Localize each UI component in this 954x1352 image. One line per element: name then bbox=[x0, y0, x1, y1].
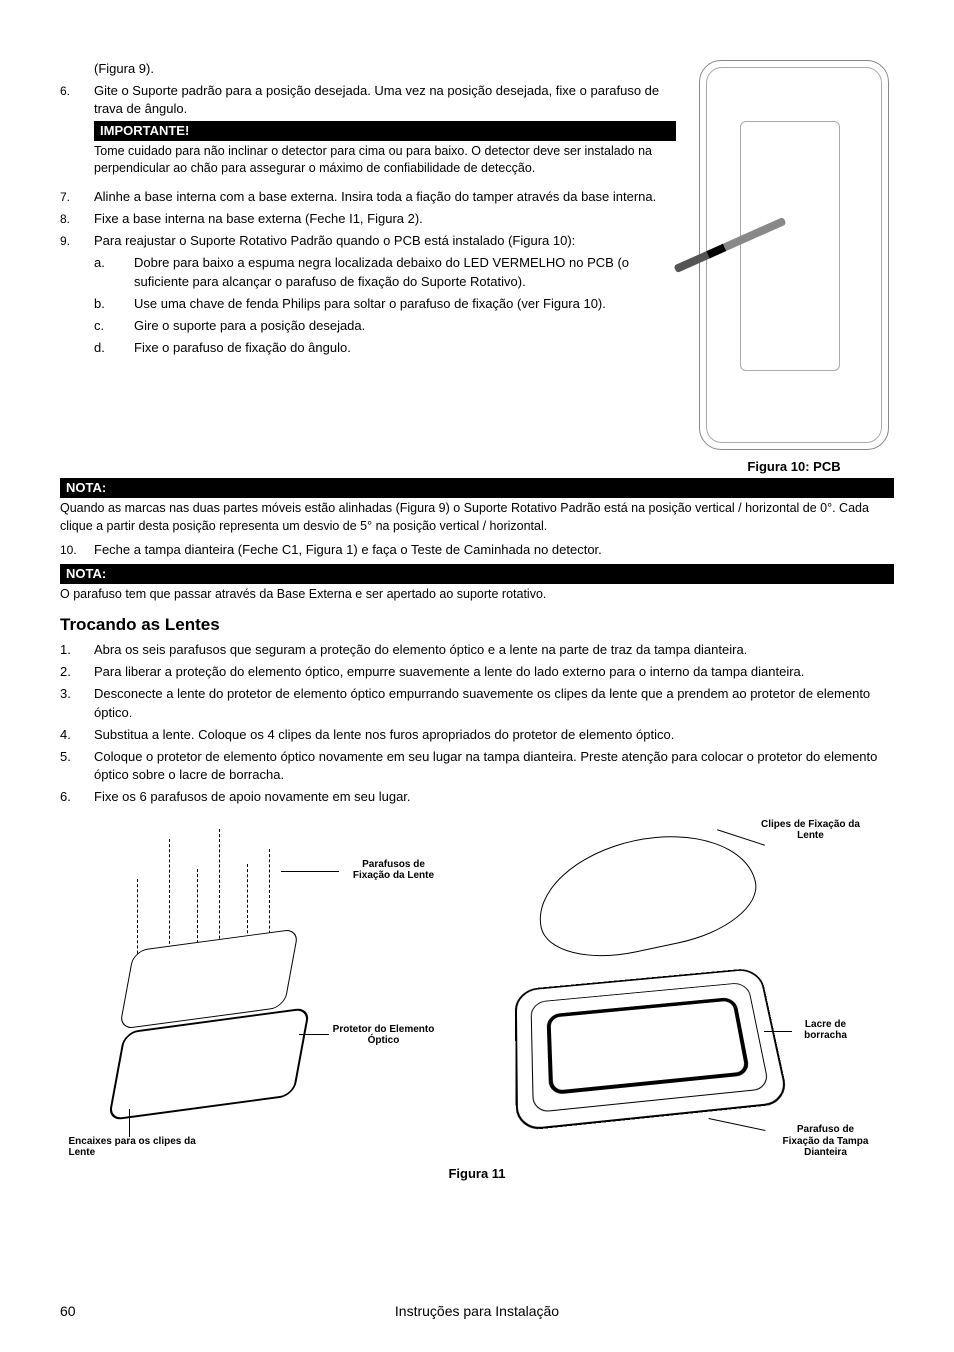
sub-text: Fixe o parafuso de fixação do ângulo. bbox=[134, 339, 676, 357]
step-text: Feche a tampa dianteira (Feche C1, Figur… bbox=[94, 541, 894, 559]
figure-10-diagram bbox=[699, 60, 889, 450]
step-num: 2. bbox=[60, 663, 94, 681]
step-10-list: 10.Feche a tampa dianteira (Feche C1, Fi… bbox=[60, 541, 894, 559]
sub-step-list: a.Dobre para baixo a espuma negra locali… bbox=[94, 254, 676, 357]
step-num: 7. bbox=[60, 188, 94, 206]
label-clipes: Clipes de Fixação daLente bbox=[746, 819, 876, 842]
lens-shape bbox=[526, 817, 764, 970]
sub-num: a. bbox=[94, 254, 134, 290]
cover-shape bbox=[514, 967, 789, 1131]
step-num: 3. bbox=[60, 685, 94, 721]
step-num: 10. bbox=[60, 541, 94, 559]
footer-title: Instruções para Instalação bbox=[60, 1302, 894, 1322]
step-text: Alinhe a base interna com a base externa… bbox=[94, 188, 676, 206]
importante-bar: IMPORTANTE! bbox=[94, 121, 676, 141]
figure-11-area: Parafusos deFixação da Lente Protetor do… bbox=[60, 819, 894, 1159]
label-lacre: Lacre deborracha bbox=[786, 1019, 866, 1042]
step-text: Coloque o protetor de elemento óptico no… bbox=[94, 748, 894, 784]
nota-bar-2: NOTA: bbox=[60, 564, 894, 584]
step-text: Para liberar a proteção do elemento ópti… bbox=[94, 663, 894, 681]
sub-text: Dobre para baixo a espuma negra localiza… bbox=[134, 254, 676, 290]
step-num: 4. bbox=[60, 726, 94, 744]
step-text: Para reajustar o Suporte Rotativo Padrão… bbox=[94, 233, 575, 248]
figure-10-caption: Figura 10: PCB bbox=[694, 458, 894, 476]
figure-11-left: Parafusos deFixação da Lente Protetor do… bbox=[69, 819, 449, 1159]
label-parafusos: Parafusos deFixação da Lente bbox=[339, 859, 449, 882]
step-text: Desconecte a lente do protetor de elemen… bbox=[94, 685, 894, 721]
lens-steps-list: 1.Abra os seis parafusos que seguram a p… bbox=[60, 641, 894, 807]
section-heading-lentes: Trocando as Lentes bbox=[60, 613, 894, 637]
step-num: 6. bbox=[60, 82, 94, 184]
step-text: Fixe os 6 parafusos de apoio novamente e… bbox=[94, 788, 894, 806]
step-num: 1. bbox=[60, 641, 94, 659]
step-num: 8. bbox=[60, 210, 94, 228]
figure-11-caption: Figura 11 bbox=[60, 1165, 894, 1183]
sub-num: b. bbox=[94, 295, 134, 313]
step-figura9: (Figura 9). bbox=[94, 60, 676, 78]
nota-text-2: O parafuso tem que passar através da Bas… bbox=[60, 586, 894, 604]
step-text: Gite o Suporte padrão para a posição des… bbox=[94, 83, 659, 116]
page-footer: 60 Instruções para Instalação bbox=[60, 1302, 894, 1322]
label-parafuso-tampa: Parafuso deFixação da TampaDianteira bbox=[766, 1124, 886, 1159]
step-text: Substitua a lente. Coloque os 4 clipes d… bbox=[94, 726, 894, 744]
nota-bar-1: NOTA: bbox=[60, 478, 894, 498]
instruction-list-top: (Figura 9). 6. Gite o Suporte padrão par… bbox=[60, 60, 676, 361]
sub-text: Use uma chave de fenda Philips para solt… bbox=[134, 295, 676, 313]
sub-num: c. bbox=[94, 317, 134, 335]
label-protetor: Protetor do ElementoÓptico bbox=[319, 1024, 449, 1047]
step-num: 9. bbox=[60, 232, 94, 361]
step-num: 6. bbox=[60, 788, 94, 806]
step-text: Abra os seis parafusos que seguram a pro… bbox=[94, 641, 894, 659]
nota-text-1: Quando as marcas nas duas partes móveis … bbox=[60, 500, 894, 535]
step-text: Fixe a base interna na base externa (Fec… bbox=[94, 210, 676, 228]
importante-text: Tome cuidado para não inclinar o detecto… bbox=[94, 143, 676, 178]
sub-text: Gire o suporte para a posição desejada. bbox=[134, 317, 676, 335]
sub-num: d. bbox=[94, 339, 134, 357]
step-num: 5. bbox=[60, 748, 94, 784]
figure-11-right: Clipes de Fixação daLente Lacre deborrac… bbox=[486, 819, 886, 1159]
label-encaixes: Encaixes para os clipes daLente bbox=[69, 1136, 229, 1159]
